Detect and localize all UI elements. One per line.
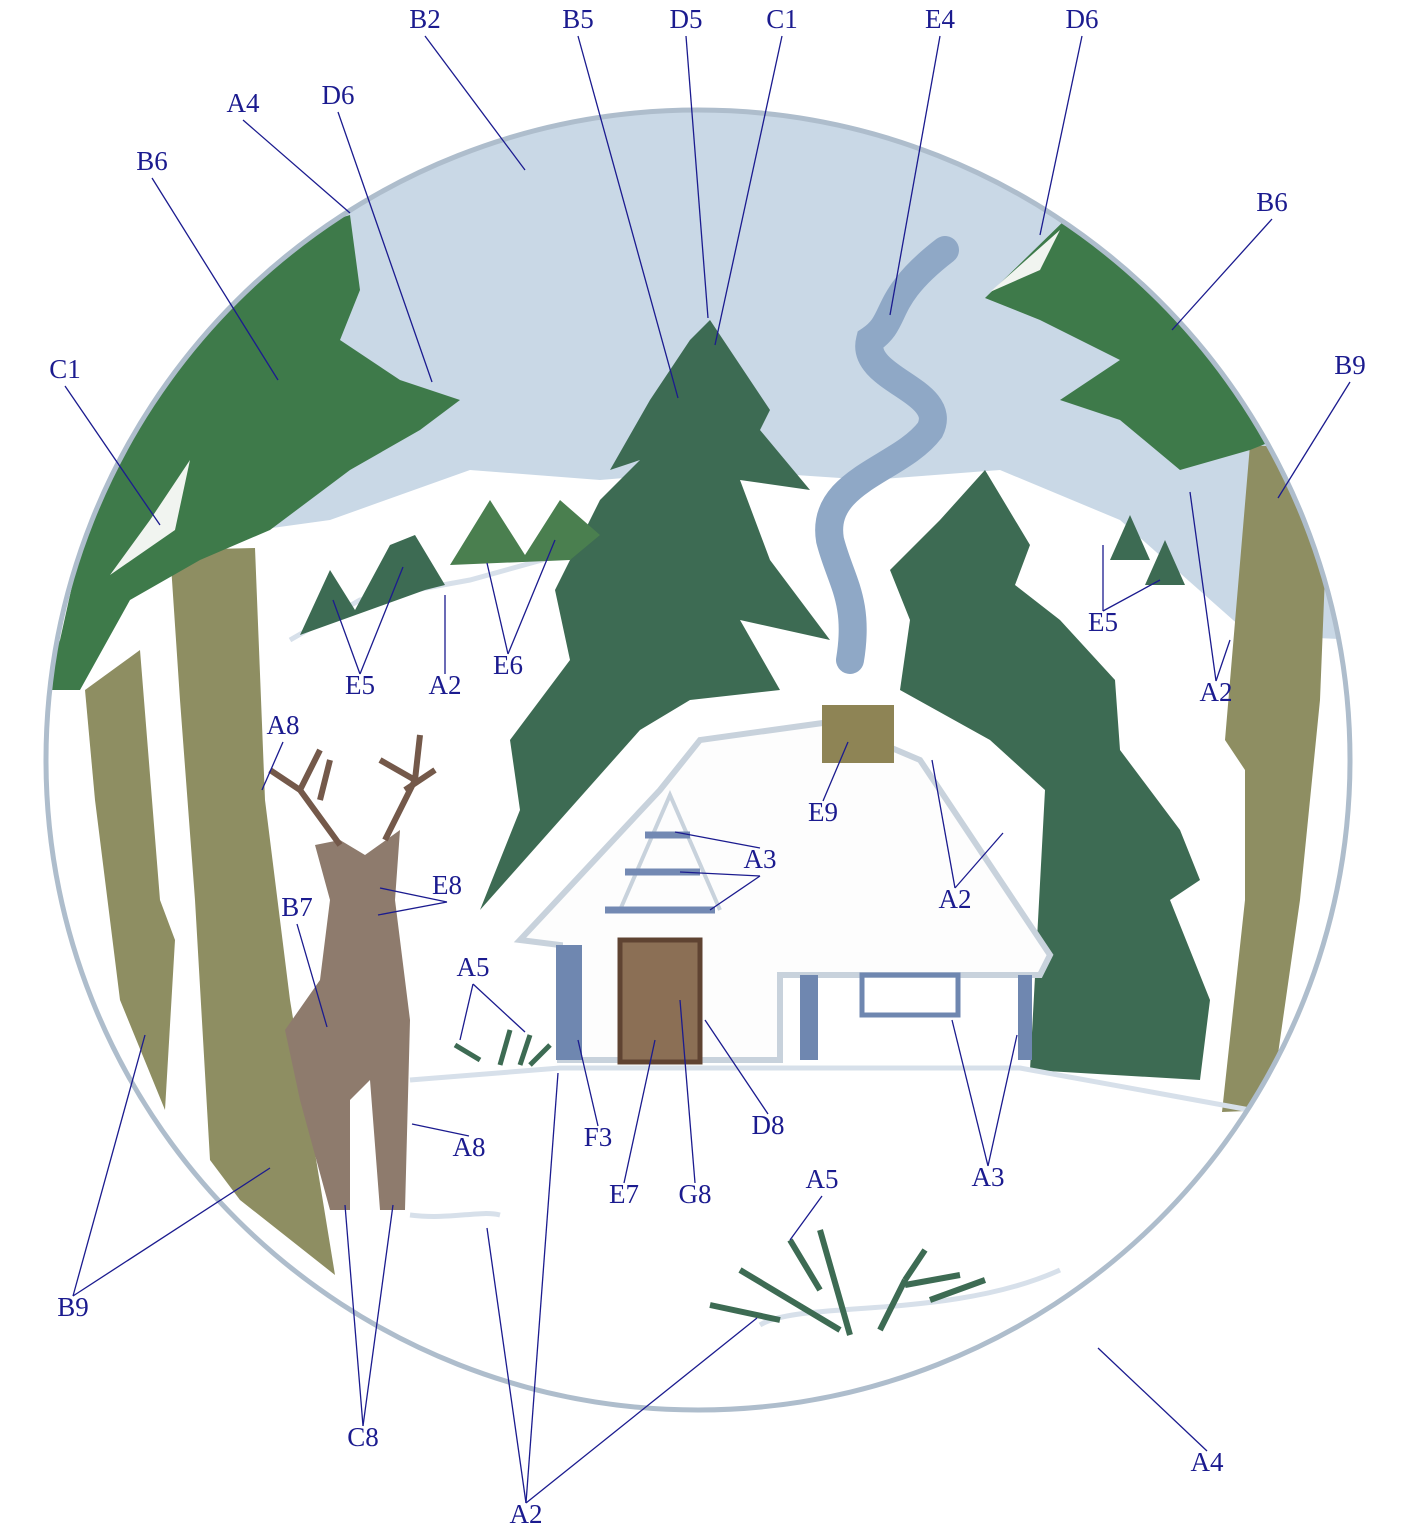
callout-label: A3 — [972, 1162, 1005, 1192]
callout-label: B6 — [1256, 187, 1288, 217]
leader-line — [1172, 219, 1272, 330]
callout-label: E5 — [345, 670, 375, 700]
callout-label: B9 — [57, 1292, 89, 1322]
callout-label: A2 — [939, 884, 972, 914]
callout-label: B2 — [409, 4, 441, 34]
callout-label: D8 — [752, 1110, 785, 1140]
callout-label: A2 — [1200, 677, 1233, 707]
callout-label: A4 — [227, 88, 260, 118]
callout-label: E7 — [609, 1179, 639, 1209]
callout-label: D5 — [670, 4, 703, 34]
callout-label: A2 — [510, 1499, 543, 1529]
embroidery-diagram: B2 B5 D5 C1 E4 D6 A4 D6 B6 B6 B9 C1 E5 A2 E5 A2 E6 A8 E9 A2… — [0, 0, 1402, 1531]
callout-label: B5 — [562, 4, 594, 34]
leader-line — [1040, 36, 1082, 235]
leader-line — [1098, 1348, 1207, 1451]
callout-label: E5 — [1088, 607, 1118, 637]
wall-post — [800, 975, 818, 1060]
callout-label: C1 — [766, 4, 798, 34]
callout-label: A2 — [429, 670, 462, 700]
callout-label: A8 — [453, 1132, 486, 1162]
callout-label: B6 — [136, 146, 168, 176]
callout-label: C1 — [49, 354, 81, 384]
callout-label: F3 — [584, 1122, 613, 1152]
wall-post — [1018, 975, 1032, 1060]
callout-label: E6 — [493, 650, 523, 680]
callout-label: E9 — [808, 797, 838, 827]
door — [620, 940, 700, 1062]
callout-label: A5 — [457, 952, 490, 982]
callout-label: B7 — [281, 892, 313, 922]
callout-label: A5 — [806, 1164, 839, 1194]
callout-label: G8 — [679, 1179, 712, 1209]
callout-label: A3 — [744, 844, 777, 874]
chimney — [822, 705, 894, 763]
callout-label: D6 — [322, 80, 355, 110]
callout-label: E4 — [925, 4, 955, 34]
callout-label: A8 — [267, 710, 300, 740]
callout-label: E8 — [432, 870, 462, 900]
callout-label: A4 — [1191, 1447, 1224, 1477]
callout-label: D6 — [1066, 4, 1099, 34]
callout-label: B9 — [1334, 350, 1366, 380]
callout-label: C8 — [347, 1422, 379, 1452]
leader-line — [1278, 382, 1350, 498]
leader-line — [243, 120, 350, 213]
